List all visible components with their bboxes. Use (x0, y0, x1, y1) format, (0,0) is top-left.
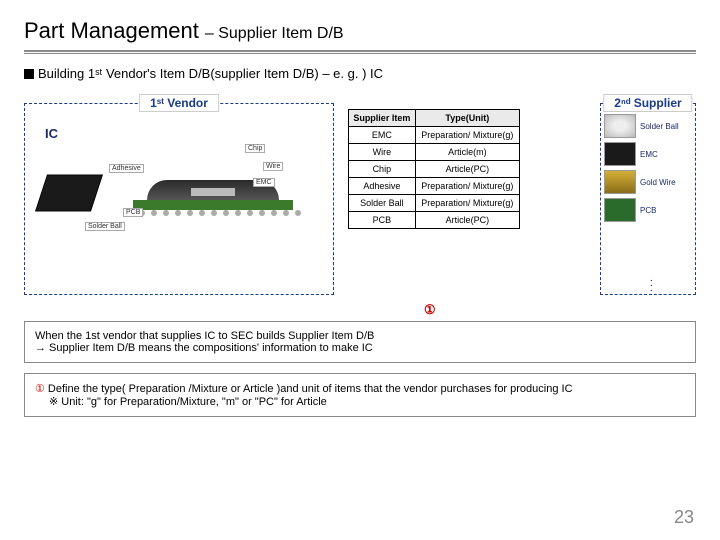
tag-chip: Chip (245, 144, 265, 153)
supplier2-box: 2ⁿᵈ Supplier Solder Ball EMC Gold Wire P… (600, 103, 696, 295)
description-box-1: When the 1st vendor that supplies IC to … (24, 321, 696, 363)
thumb-gold-wire (604, 170, 636, 194)
thumb-solder-ball (604, 114, 636, 138)
ellipsis-icon: ··· (650, 278, 653, 293)
table-header: Type(Unit) (415, 110, 519, 127)
supplier-item-table: Supplier Item Type(Unit) EMCPreparation/… (348, 109, 520, 229)
section-heading: Building 1ˢᵗ Vendor's Item D/B(supplier … (24, 66, 696, 81)
page-number: 23 (674, 507, 694, 528)
thumb-emc (604, 142, 636, 166)
tag-emc: EMC (253, 178, 275, 187)
supplier2-label: 2ⁿᵈ Supplier (603, 94, 692, 112)
title-sub: – Supplier Item D/B (205, 25, 344, 43)
ic-chip-graphic (35, 174, 103, 211)
title-underline (24, 50, 696, 54)
title-main: Part Management (24, 18, 199, 44)
table-header: Supplier Item (349, 110, 416, 127)
diagram-area: 1ˢᵗ Vendor IC Chip Wire EMC Adhesive PCB… (24, 95, 696, 313)
thumb-pcb (604, 198, 636, 222)
description-box-2: ① Define the type( Preparation /Mixture … (24, 373, 696, 417)
tag-solder-ball: Solder Ball (85, 222, 125, 231)
vendor1-label: 1ˢᵗ Vendor (139, 94, 219, 112)
vendor1-box: 1ˢᵗ Vendor IC Chip Wire EMC Adhesive PCB… (24, 103, 334, 295)
tag-adhesive: Adhesive (109, 164, 144, 173)
tag-wire: Wire (263, 162, 283, 171)
tag-pcb: PCB (123, 208, 143, 217)
ic-label: IC (45, 126, 58, 141)
circle-1: ① (424, 302, 436, 318)
